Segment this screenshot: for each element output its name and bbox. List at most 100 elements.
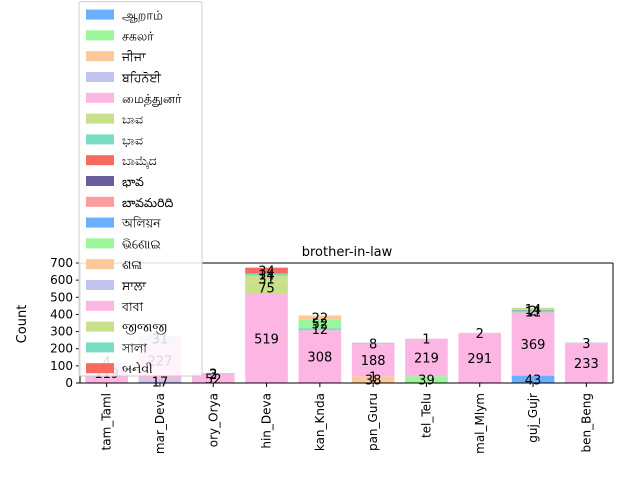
legend-swatch-12: [86, 259, 114, 270]
legend-swatch-10: [86, 217, 114, 228]
segment-label-pan_Guru-1: 1: [369, 370, 377, 385]
segment-label-guj_Gujr-1: 369: [521, 338, 546, 353]
segment-label-kan_Knda-0: 308: [307, 351, 332, 366]
y-tick-label-200: 200: [50, 342, 73, 356]
x-tick-label-tel_Telu: tel_Telu: [419, 393, 433, 438]
segment-label-hin_Deva-2: 31: [258, 273, 275, 288]
legend-label-7: ಬಾಮೈದ: [122, 153, 157, 169]
legend-label-14: বাবা: [121, 299, 144, 314]
legend-swatch-0: [86, 9, 114, 20]
bar-segment-kan_Knda-11: [298, 319, 342, 329]
legend-swatch-15: [86, 321, 114, 332]
y-axis-label: Count: [15, 305, 30, 344]
y-tick-label-700: 700: [50, 256, 73, 270]
bar-segment-hin_Deva-4: [245, 294, 288, 383]
legend-swatch-11: [86, 238, 114, 249]
segment-label-pan_Guru-0: 38: [365, 374, 382, 389]
legend-label-5: ಬಾವ: [122, 112, 143, 127]
segment-label-kan_Knda-3: 22: [312, 311, 329, 326]
legend-swatch-17: [86, 363, 114, 374]
segment-label-ben_Beng-1: 3: [582, 337, 590, 352]
bar-segment-ory_Orya-4: [191, 374, 235, 383]
legend-label-11: ଭିଣୋଇ: [122, 236, 161, 251]
segment-label-guj_Gujr-3: 2: [529, 304, 537, 319]
bar-segment-tel_Telu-1: [405, 376, 448, 383]
bar-segment-hin_Deva-16: [245, 273, 288, 276]
bar-segment-guj_Gujr-6: [511, 310, 555, 313]
bar-segment-guj_Gujr-4: [511, 312, 555, 376]
legend-label-10: অলিয়ন: [121, 216, 161, 231]
segment-label-ory_Orya-1: 2: [209, 368, 217, 383]
segment-label-guj_Gujr-4: 14: [525, 303, 542, 318]
x-tick-label-hin_Deva: hin_Deva: [260, 393, 274, 449]
legend-label-6: ಭಾವ: [122, 132, 143, 147]
segment-label-kan_Knda-1: 12: [312, 323, 329, 338]
legend-swatch-4: [86, 92, 114, 103]
bar-segment-pan_Guru-4: [351, 344, 395, 377]
bar-segment-ben_Beng-13: [565, 342, 608, 344]
legend-swatch-5: [86, 113, 114, 124]
bar-segment-tel_Telu-4: [405, 338, 448, 377]
y-ticks-layer: 0 100 200 300 400 500 600 700: [50, 256, 80, 390]
segment-label-tel_Telu-2: 1: [422, 333, 430, 348]
bar-segment-kan_Knda-12: [298, 315, 342, 320]
legend-label-3: ਬਹਿਨੋਈ: [121, 70, 162, 85]
bar-segment-mal_Mlym-4: [458, 333, 502, 383]
segment-label-hin_Deva-3: 14: [258, 269, 275, 284]
bar-segment-mar_Deva-3: [138, 380, 182, 383]
legend-swatch-3: [86, 72, 114, 82]
segment-label-mal_Mlym-1: 2: [476, 327, 484, 342]
legend-label-9: బావమరిది: [122, 195, 174, 210]
segment-label-hin_Deva-4: 34: [258, 265, 275, 280]
legend-swatch-7: [86, 155, 114, 166]
segment-label-guj_Gujr-0: 43: [525, 373, 542, 388]
bar-segment-pan_Guru-13: [351, 342, 395, 345]
y-tick-label-600: 600: [50, 273, 73, 287]
legend-swatch-9: [86, 196, 114, 207]
bar-segment-pan_Guru-2: [351, 376, 395, 383]
x-tick-label-ben_Beng: ben_Beng: [579, 393, 593, 452]
legend-label-16: সালা: [121, 340, 147, 355]
y-tick-label-400: 400: [50, 307, 73, 321]
x-ticks-layer: tam_Taml mar_Deva ory_Orya hin_Deva kan_Knda…: [100, 383, 593, 454]
legend-label-12: ଶଳା: [122, 257, 142, 272]
legend-label-8: భావ: [122, 174, 144, 189]
segment-label-hin_Deva-0: 519: [254, 333, 279, 348]
bar-segment-kan_Knda-4: [298, 330, 342, 383]
bar-segment-guj_Gujr-0: [511, 375, 555, 383]
segment-label-hin_Deva-1: 75: [258, 282, 275, 297]
segment-label-ben_Beng-0: 233: [574, 357, 599, 372]
x-tick-label-kan_Knda: kan_Knda: [313, 393, 327, 451]
legend: ஆறாம் சகலர் ਜੀਜਾ ਬਹਿਨੋਈ மைத்துனர் ಬಾವ ಭಾವ ಬಾಮೈದ…: [78, 1, 203, 377]
legend-swatch-14: [86, 300, 114, 311]
segment-label-kan_Knda-2: 52: [312, 318, 329, 333]
x-tick-label-tam_Taml: tam_Taml: [100, 393, 114, 450]
legend-label-2: ਜੀਜਾ: [121, 49, 147, 64]
legend-label-15: જીજાજી: [122, 320, 167, 335]
legend-label-4: மைத்துனர்: [122, 91, 182, 107]
segment-label-mal_Mlym-0: 291: [467, 352, 492, 367]
x-tick-label-ory_Orya: ory_Orya: [206, 393, 220, 447]
bar-segment-kan_Knda-6: [298, 328, 342, 331]
legend-swatch-13: [86, 280, 114, 290]
y-tick-label-500: 500: [50, 290, 73, 304]
legend-label-0: ஆறாம்: [122, 8, 163, 23]
bar-segment-hin_Deva-5: [245, 281, 288, 295]
bar-segment-ory_Orya-16: [191, 373, 235, 374]
segment-label-pan_Guru-3: 8: [369, 337, 377, 352]
legend-swatch-6: [86, 134, 114, 145]
segment-label-guj_Gujr-2: 11: [525, 305, 542, 320]
y-tick-label-0: 0: [65, 376, 73, 390]
segment-label-ory_Orya-0: 52: [205, 373, 222, 388]
x-tick-label-pan_Guru: pan_Guru: [366, 393, 380, 451]
segment-label-ory_Orya-2: 3: [209, 367, 217, 382]
segment-label-tel_Telu-0: 39: [418, 374, 435, 389]
legend-label-1: சகலர்: [122, 28, 154, 43]
legend-swatch-2: [86, 51, 114, 62]
x-tick-label-guj_Gujr: guj_Gujr: [526, 393, 540, 443]
bar-segment-guj_Gujr-15: [511, 307, 555, 311]
x-tick-label-mar_Deva: mar_Deva: [153, 393, 167, 454]
y-tick-label-100: 100: [50, 359, 73, 373]
legend-swatch-16: [86, 342, 114, 353]
